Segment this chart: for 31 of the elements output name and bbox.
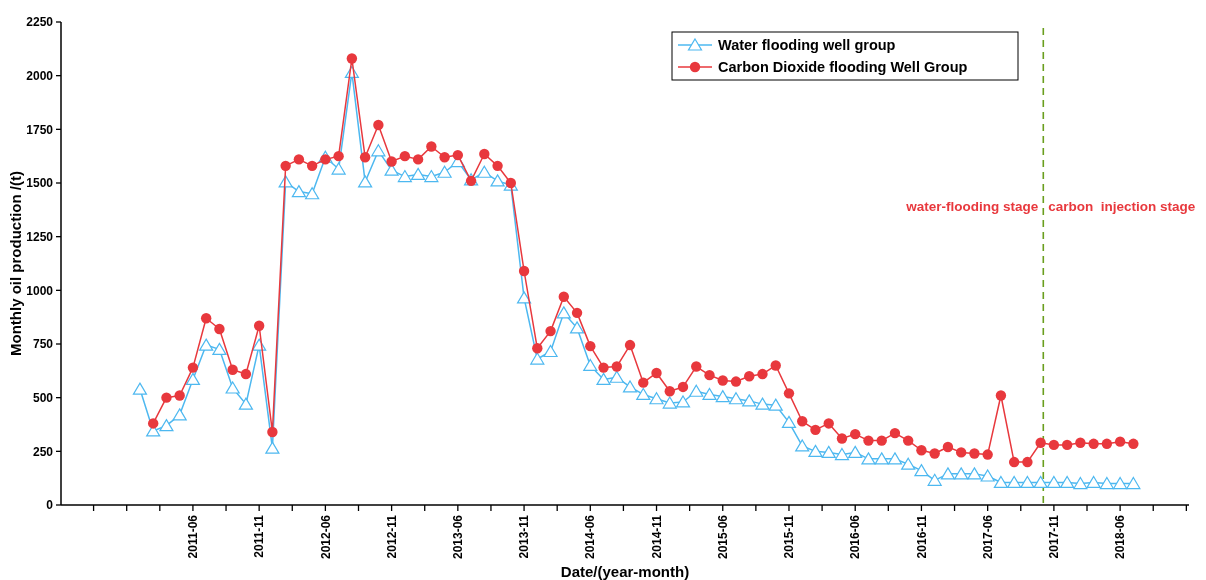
x-tick-label: 2017-06	[980, 514, 995, 560]
y-tick-label: 1250	[26, 229, 54, 244]
x-tick-label: 2017-11	[1047, 514, 1062, 559]
x-tick-label: 2012-06	[318, 514, 333, 560]
x-tick-label: 2018-06	[1113, 514, 1128, 560]
x-tick-label: 2012-11	[384, 514, 399, 559]
y-tick-label: 2250	[26, 15, 54, 30]
x-tick-label: 2015-06	[715, 514, 730, 560]
x-tick-label: 2014-06	[583, 514, 598, 560]
y-tick-label: 0	[46, 498, 54, 513]
x-tick-label: 2014-11	[649, 514, 664, 559]
y-tick-label: 1750	[26, 122, 54, 137]
x-tick-label: 2011-11	[252, 514, 267, 558]
y-axis-title: Monthly oil production /(t)	[7, 171, 25, 356]
annotation: carbon injection stage	[1048, 198, 1196, 214]
y-tick-label: 750	[32, 337, 54, 352]
x-tick-label: 2013-11	[517, 514, 532, 559]
y-tick-label: 250	[32, 444, 54, 459]
y-tick-label: 500	[32, 390, 54, 405]
y-tick-label: 2000	[26, 68, 54, 83]
x-tick-label: 2013-06	[451, 514, 466, 560]
x-axis-title: Date/(year-month)	[560, 563, 690, 580]
y-tick-label: 1500	[26, 176, 54, 191]
legend-label: Carbon Dioxide flooding Well Group	[718, 59, 968, 76]
x-tick-label: 2016-06	[848, 514, 863, 560]
legend-label: Water flooding well group	[718, 37, 896, 54]
x-tick-label: 2011-06	[186, 514, 201, 559]
x-tick-label: 2016-11	[914, 514, 929, 559]
y-tick-label: 1000	[26, 283, 54, 298]
x-tick-label: 2015-11	[782, 514, 797, 559]
annotation: water-flooding stage	[905, 198, 1039, 214]
